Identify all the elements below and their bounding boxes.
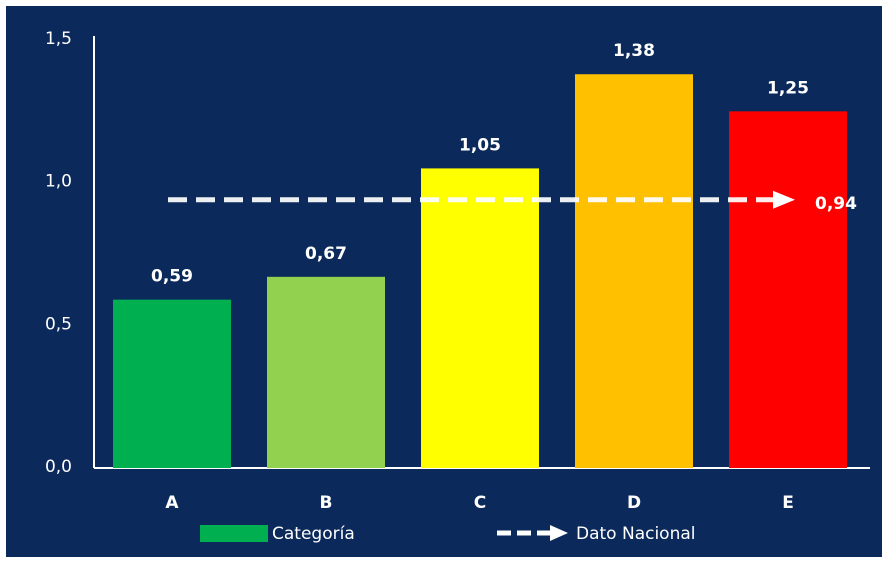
bar-e	[729, 111, 847, 468]
data-label: 1,25	[767, 78, 809, 98]
data-label: 1,38	[613, 41, 655, 61]
legend-swatch-categoria	[200, 525, 268, 542]
x-tick-label: D	[627, 493, 641, 513]
y-tick-label: 0,5	[45, 314, 72, 334]
x-tick-label: A	[165, 493, 179, 513]
reference-line-label: 0,94	[815, 194, 857, 214]
reference-arrow-head	[773, 190, 795, 209]
y-tick-label: 1,5	[45, 29, 72, 49]
bar-a	[113, 299, 231, 468]
bar-d	[575, 74, 693, 469]
y-tick-label: 0,0	[45, 457, 72, 477]
legend-label: Dato Nacional	[576, 524, 696, 544]
x-tick-label: C	[474, 493, 486, 513]
x-tick-label: B	[320, 493, 333, 513]
data-label: 1,05	[459, 135, 501, 155]
legend-arrow-icon	[550, 525, 568, 541]
bar-b	[267, 276, 385, 468]
y-tick-label: 1,0	[45, 172, 72, 192]
bar-c	[421, 168, 539, 468]
data-label: 0,67	[305, 244, 347, 264]
legend-label: Categoría	[272, 524, 355, 544]
x-tick-label: E	[782, 493, 794, 513]
data-label: 0,59	[151, 267, 193, 287]
